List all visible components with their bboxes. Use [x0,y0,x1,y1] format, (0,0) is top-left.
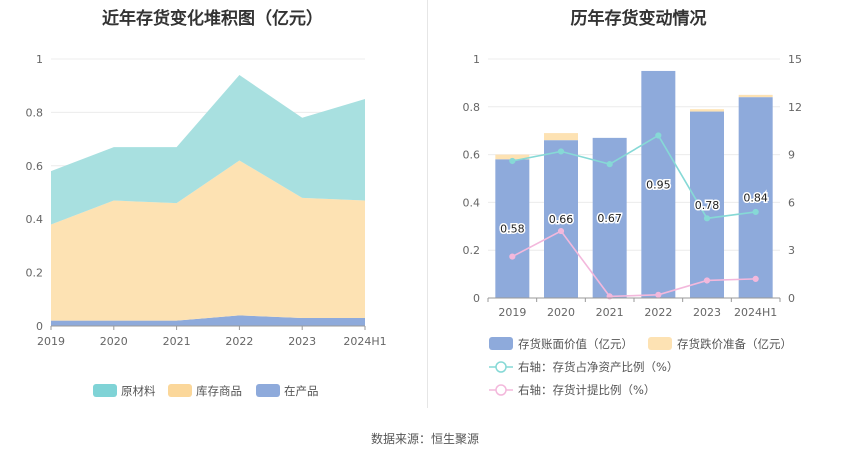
book-value-bar [495,159,530,298]
right-x-tick-label: 2022 [644,306,672,319]
right-y2-tick-label: 9 [788,149,795,162]
legend-marker-provision-ratio [495,384,507,396]
right-y2-tick-label: 0 [788,292,795,305]
left-y-tick-label: 1 [36,53,43,66]
right-x-tick-label: 2019 [498,306,526,319]
book-value-bar [641,70,676,298]
right-y2-tick-label: 12 [788,101,802,114]
right-x-tick-label: 2020 [547,306,575,319]
net-asset-ratio-point [606,161,613,168]
net-asset-ratio-point [703,215,711,222]
left-x-tick-label: 2024H1 [343,335,386,348]
provision-bar [738,94,773,98]
right-x-tick-label: 2021 [596,306,624,319]
panel-divider [427,0,428,408]
provision-bar [690,109,724,112]
provision-ratio-line [511,230,756,298]
right-y-tick-label: 0 [473,292,480,305]
bar-value-label: 0.84 [743,192,768,205]
provision-bar [495,154,530,160]
right-y-tick-label: 0.2 [463,244,481,257]
net-asset-ratio-point [557,148,565,155]
legend-swatch-provision [648,337,672,350]
right-y2-tick-label: 15 [788,53,802,66]
legend-label-book-value: 存货账面价值（亿元） [518,337,633,351]
right-y2-tick-label: 3 [788,244,795,257]
left-x-tick-label: 2021 [163,335,191,348]
right-x-tick-label: 2023 [693,306,721,319]
provision-ratio-point [655,291,662,298]
legend-label-provision: 存货跌价准备（亿元） [677,337,792,351]
left-y-tick-label: 0.4 [26,213,44,226]
net-asset-ratio-point [752,208,759,216]
right-x-tick-label: 2024H1 [734,306,777,319]
book-value-bar [544,140,578,298]
left-x-tick-label: 2020 [100,335,128,348]
right-y-tick-label: 1 [473,53,480,66]
bar-value-label: 0.66 [549,213,574,226]
area-series-1 [51,315,365,326]
left-chart-title: 近年存货变化堆积图（亿元） [102,9,323,29]
area-series-3 [51,75,365,225]
legend-label-left: 原材料 [121,384,156,398]
left-y-tick-label: 0.6 [26,160,44,173]
legend-swatch-left [168,384,192,397]
provision-ratio-point [703,277,711,284]
left-y-tick-label: 0.2 [26,267,44,280]
bar-value-label: 0.78 [695,199,720,212]
legend-swatch-left [256,384,280,397]
bar-value-label: 0.58 [500,223,525,236]
net-asset-ratio-line [512,134,756,220]
left-x-tick-label: 2023 [288,335,316,348]
right-y2-tick-label: 6 [788,196,795,209]
data-source: 数据来源：恒生聚源 [370,432,479,446]
left-y-tick-label: 0.8 [26,106,44,119]
legend-label-left: 在产品 [284,384,319,398]
bar-value-label: 0.95 [646,178,671,191]
book-value-bar [738,97,773,299]
right-chart-title: 历年存货变动情况 [570,9,707,29]
book-value-bar [690,111,724,298]
left-x-tick-label: 2019 [37,335,65,348]
left-x-tick-label: 2022 [225,335,253,348]
net-asset-ratio-point [655,132,662,139]
bar-value-label: 0.67 [597,212,622,225]
provision-ratio-point [557,227,565,235]
legend-label-left: 库存商品 [196,384,242,398]
legend-swatch-book-value [489,337,513,350]
legend-marker-net-asset-ratio [495,361,507,373]
legend-label-provision-ratio: 右轴：存货计提比例（%） [518,383,655,397]
provision-bar [544,133,578,141]
right-y-tick-label: 0.6 [463,149,481,162]
net-asset-ratio-point [509,157,516,165]
left-y-tick-label: 0 [36,320,43,333]
right-y-tick-label: 0.8 [463,101,481,114]
legend-swatch-left [93,384,117,397]
right-y-tick-label: 0.4 [463,196,481,209]
provision-ratio-point [509,253,516,260]
area-series-2 [51,160,365,321]
provision-ratio-point [752,275,759,282]
legend-label-net-asset-ratio: 右轴：存货占净资产比例（%） [518,360,678,374]
